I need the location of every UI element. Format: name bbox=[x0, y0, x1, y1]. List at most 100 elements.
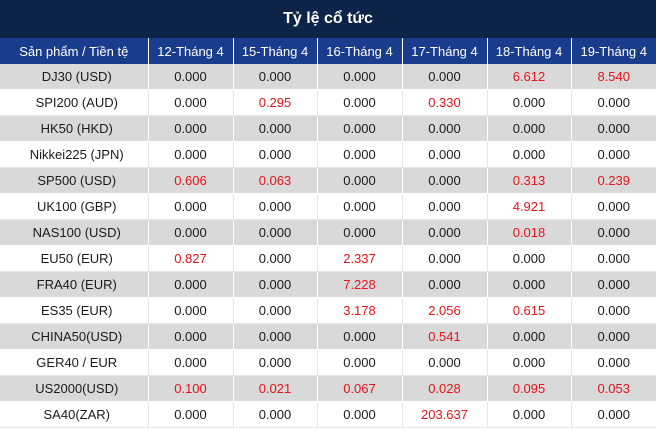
table-row: CHINA50(USD) 0.000 0.000 0.000 0.541 0.000 0.0… bbox=[0, 323, 656, 350]
dividend-table: Sản phẩm / Tiền tệ 12-Tháng 4 15-Tháng 4… bbox=[0, 38, 656, 428]
dividend-value-cell: 0.000 bbox=[148, 64, 234, 90]
product-name-cell: DJ30 (USD) bbox=[0, 64, 149, 90]
dividend-value-cell: 2.056 bbox=[402, 297, 488, 324]
dividend-value-cell: 0.053 bbox=[571, 375, 656, 402]
table-row: SA40(ZAR) 0.000 0.000 0.000 203.637 0.000 0.00… bbox=[0, 401, 656, 428]
dividend-value-cell: 203.637 bbox=[402, 401, 488, 428]
dividend-value-cell: 3.178 bbox=[317, 297, 403, 324]
dividend-value-cell: 0.000 bbox=[571, 245, 656, 272]
dividend-value-cell: 0.000 bbox=[317, 193, 403, 220]
dividend-value-cell: 0.000 bbox=[571, 219, 656, 246]
table-row: SP500 (USD) 0.606 0.063 0.000 0.000 0.313 0.23… bbox=[0, 167, 656, 194]
dividend-value-cell: 0.000 bbox=[233, 271, 318, 298]
table-row: HK50 (HKD) 0.000 0.000 0.000 0.000 0.000 0.000 bbox=[0, 115, 656, 142]
dividend-value-cell: 8.540 bbox=[571, 64, 656, 90]
dividend-value-cell: 4.921 bbox=[487, 193, 572, 220]
dividend-value-cell: 0.000 bbox=[233, 193, 318, 220]
table-row: UK100 (GBP) 0.000 0.000 0.000 0.000 4.921 0.00… bbox=[0, 193, 656, 220]
dividend-value-cell: 0.000 bbox=[233, 219, 318, 246]
dividend-value-cell: 0.000 bbox=[402, 219, 488, 246]
product-name-cell: NAS100 (USD) bbox=[0, 219, 149, 246]
dividend-value-cell: 0.000 bbox=[402, 64, 488, 90]
product-name-cell: GER40 / EUR bbox=[0, 349, 149, 376]
product-name-cell: SPI200 (AUD) bbox=[0, 89, 149, 116]
dividend-value-cell: 0.000 bbox=[487, 245, 572, 272]
product-name-cell: SP500 (USD) bbox=[0, 167, 149, 194]
dividend-value-cell: 0.000 bbox=[571, 271, 656, 298]
dividend-value-cell: 6.612 bbox=[487, 64, 572, 90]
dividend-value-cell: 0.330 bbox=[402, 89, 488, 116]
dividend-value-cell: 0.000 bbox=[487, 141, 572, 168]
dividend-value-cell: 2.337 bbox=[317, 245, 403, 272]
product-name-cell: ES35 (EUR) bbox=[0, 297, 149, 324]
table-row: DJ30 (USD) 0.000 0.000 0.000 0.000 6.612 8.540 bbox=[0, 64, 656, 90]
column-header-date: 16-Tháng 4 bbox=[317, 38, 403, 64]
dividend-value-cell: 0.000 bbox=[148, 89, 234, 116]
product-name-cell: CHINA50(USD) bbox=[0, 323, 149, 350]
dividend-value-cell: 0.000 bbox=[148, 271, 234, 298]
dividend-value-cell: 0.000 bbox=[317, 64, 403, 90]
dividend-value-cell: 0.000 bbox=[148, 141, 234, 168]
dividend-value-cell: 0.000 bbox=[402, 193, 488, 220]
dividend-value-cell: 0.000 bbox=[317, 219, 403, 246]
table-row: Nikkei225 (JPN) 0.000 0.000 0.000 0.000 0.000… bbox=[0, 141, 656, 168]
dividend-value-cell: 0.000 bbox=[571, 115, 656, 142]
dividend-value-cell: 0.000 bbox=[487, 323, 572, 350]
column-header-date: 12-Tháng 4 bbox=[148, 38, 234, 64]
dividend-value-cell: 0.000 bbox=[402, 141, 488, 168]
dividend-value-cell: 0.095 bbox=[487, 375, 572, 402]
dividend-value-cell: 0.313 bbox=[487, 167, 572, 194]
dividend-value-cell: 0.000 bbox=[487, 89, 572, 116]
dividend-value-cell: 0.028 bbox=[402, 375, 488, 402]
dividend-value-cell: 0.000 bbox=[233, 297, 318, 324]
product-name-cell: HK50 (HKD) bbox=[0, 115, 149, 142]
table-row: US2000(USD) 0.100 0.021 0.067 0.028 0.095 0.05… bbox=[0, 375, 656, 402]
product-name-cell: FRA40 (EUR) bbox=[0, 271, 149, 298]
table-header-row: Sản phẩm / Tiền tệ 12-Tháng 4 15-Tháng 4… bbox=[0, 38, 656, 64]
dividend-value-cell: 0.000 bbox=[571, 141, 656, 168]
dividend-value-cell: 7.228 bbox=[317, 271, 403, 298]
dividend-value-cell: 0.067 bbox=[317, 375, 403, 402]
dividend-value-cell: 0.000 bbox=[233, 401, 318, 428]
dividend-value-cell: 0.000 bbox=[317, 323, 403, 350]
dividend-value-cell: 0.000 bbox=[571, 297, 656, 324]
dividend-value-cell: 0.000 bbox=[148, 323, 234, 350]
column-header-date: 18-Tháng 4 bbox=[487, 38, 572, 64]
dividend-value-cell: 0.827 bbox=[148, 245, 234, 272]
dividend-value-cell: 0.000 bbox=[148, 349, 234, 376]
dividend-value-cell: 0.100 bbox=[148, 375, 234, 402]
dividend-value-cell: 0.000 bbox=[487, 115, 572, 142]
dividend-value-cell: 0.000 bbox=[571, 401, 656, 428]
column-header-date: 15-Tháng 4 bbox=[233, 38, 318, 64]
dividend-value-cell: 0.000 bbox=[148, 297, 234, 324]
dividend-value-cell: 0.063 bbox=[233, 167, 318, 194]
dividend-value-cell: 0.000 bbox=[317, 141, 403, 168]
dividend-value-cell: 0.000 bbox=[317, 115, 403, 142]
product-name-cell: SA40(ZAR) bbox=[0, 401, 149, 428]
table-row: SPI200 (AUD) 0.000 0.295 0.000 0.330 0.000 0.0… bbox=[0, 89, 656, 116]
product-name-cell: EU50 (EUR) bbox=[0, 245, 149, 272]
dividend-value-cell: 0.000 bbox=[571, 193, 656, 220]
dividend-value-cell: 0.000 bbox=[317, 167, 403, 194]
panel-title: Tỷ lệ cổ tức bbox=[0, 0, 656, 38]
column-header-product: Sản phẩm / Tiền tệ bbox=[0, 38, 149, 64]
dividend-value-cell: 0.018 bbox=[487, 219, 572, 246]
dividend-value-cell: 0.000 bbox=[233, 245, 318, 272]
dividend-value-cell: 0.000 bbox=[233, 141, 318, 168]
dividend-value-cell: 0.000 bbox=[402, 271, 488, 298]
dividend-value-cell: 0.021 bbox=[233, 375, 318, 402]
dividend-value-cell: 0.000 bbox=[317, 401, 403, 428]
dividend-value-cell: 0.000 bbox=[233, 115, 318, 142]
table-row: ES35 (EUR) 0.000 0.000 3.178 2.056 0.615 0.000 bbox=[0, 297, 656, 324]
dividend-value-cell: 0.000 bbox=[402, 245, 488, 272]
dividend-value-cell: 0.239 bbox=[571, 167, 656, 194]
dividend-value-cell: 0.295 bbox=[233, 89, 318, 116]
dividend-value-cell: 0.000 bbox=[487, 271, 572, 298]
product-name-cell: Nikkei225 (JPN) bbox=[0, 141, 149, 168]
product-name-cell: UK100 (GBP) bbox=[0, 193, 149, 220]
dividend-value-cell: 0.000 bbox=[148, 115, 234, 142]
table-row: NAS100 (USD) 0.000 0.000 0.000 0.000 0.018 0.0… bbox=[0, 219, 656, 246]
dividend-value-cell: 0.000 bbox=[571, 323, 656, 350]
column-header-date: 19-Tháng 4 bbox=[571, 38, 656, 64]
